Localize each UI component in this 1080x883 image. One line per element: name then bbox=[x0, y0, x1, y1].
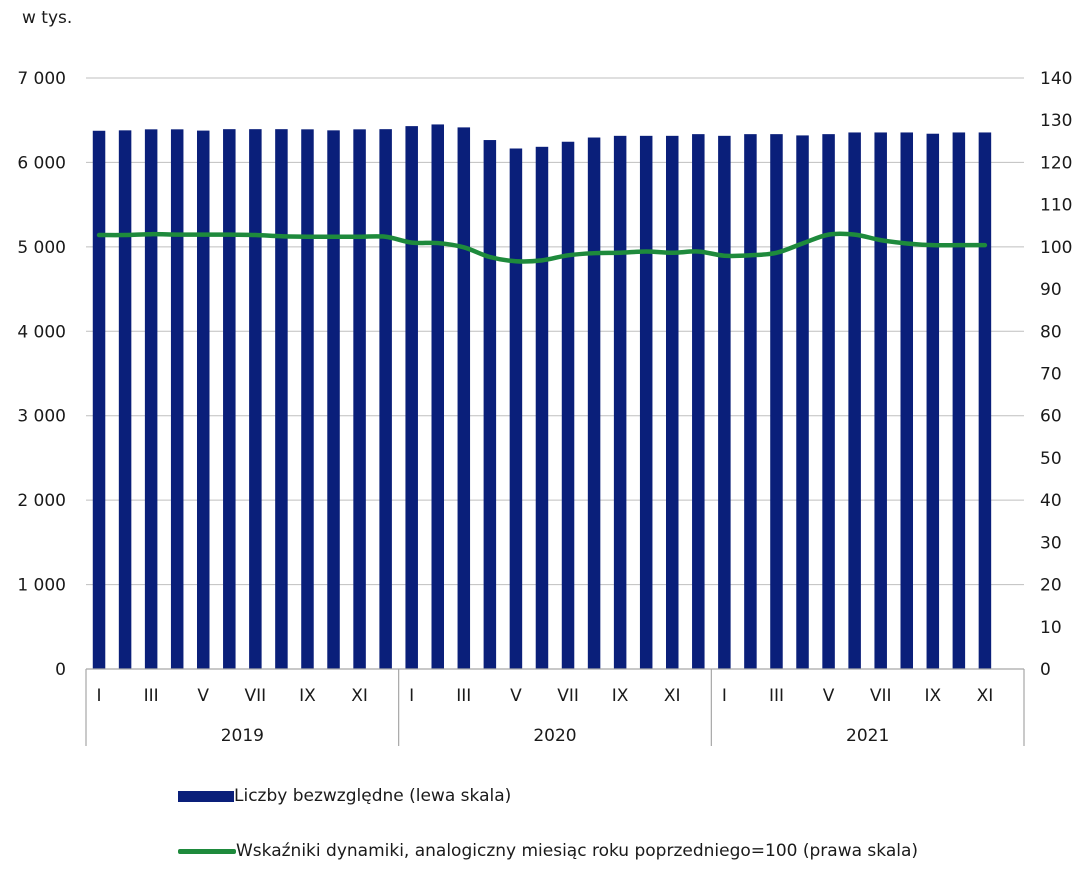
bar bbox=[301, 129, 314, 669]
month-tick-label: III bbox=[769, 686, 784, 706]
bar bbox=[483, 140, 497, 669]
left-axis-unit-label: w tys. bbox=[22, 8, 73, 28]
bar bbox=[770, 134, 783, 669]
month-tick-label: VII bbox=[870, 686, 892, 706]
right-tick-label: 90 bbox=[1040, 280, 1062, 300]
right-tick-label: 80 bbox=[1040, 322, 1062, 342]
month-tick-label: XI bbox=[351, 686, 368, 706]
legend-line-swatch bbox=[178, 849, 236, 854]
bar bbox=[431, 124, 445, 669]
legend-item-line: Wskaźniki dynamiki, analogiczny miesiąc … bbox=[178, 839, 938, 863]
bar bbox=[118, 130, 132, 670]
bar bbox=[405, 126, 418, 670]
bar bbox=[978, 132, 992, 669]
right-tick-label: 10 bbox=[1040, 618, 1062, 638]
left-tick-label: 1 000 bbox=[17, 576, 66, 596]
month-tick-label: I bbox=[409, 686, 414, 706]
bar bbox=[535, 146, 549, 670]
right-tick-label: 50 bbox=[1040, 449, 1062, 469]
left-tick-label: 4 000 bbox=[17, 322, 66, 342]
axes bbox=[85, 668, 1025, 746]
bar bbox=[718, 135, 731, 670]
bar bbox=[561, 141, 575, 669]
bar bbox=[613, 135, 627, 670]
month-tick-label: V bbox=[510, 686, 522, 706]
right-tick-label: 110 bbox=[1040, 196, 1072, 216]
bar bbox=[692, 134, 705, 669]
month-tick-label: VII bbox=[557, 686, 579, 706]
month-tick-label: XI bbox=[977, 686, 994, 706]
bar bbox=[327, 130, 340, 670]
right-tick-label: 100 bbox=[1040, 238, 1072, 258]
legend-item-bars: Liczby bezwzględne (lewa skala) bbox=[178, 784, 511, 808]
month-tick-label: III bbox=[456, 686, 471, 706]
bar bbox=[848, 132, 861, 669]
legend-bar-label: Liczby bezwzględne (lewa skala) bbox=[234, 786, 512, 806]
month-tick-label: IX bbox=[299, 686, 316, 706]
bar bbox=[509, 148, 523, 669]
bar bbox=[822, 134, 835, 669]
bar bbox=[196, 130, 210, 669]
month-tick-label: I bbox=[97, 686, 102, 706]
bar bbox=[744, 134, 757, 669]
right-tick-label: 130 bbox=[1040, 111, 1072, 131]
bar bbox=[639, 135, 653, 670]
month-tick-label: IX bbox=[612, 686, 629, 706]
line-series bbox=[96, 231, 988, 264]
month-tick-label: VII bbox=[245, 686, 267, 706]
bar bbox=[457, 127, 471, 669]
month-tick-label: IX bbox=[924, 686, 941, 706]
right-tick-label: 140 bbox=[1040, 69, 1072, 89]
bar bbox=[874, 132, 887, 669]
left-tick-label: 6 000 bbox=[17, 153, 66, 173]
bar bbox=[926, 133, 940, 670]
right-tick-label: 120 bbox=[1040, 153, 1072, 173]
bar bbox=[796, 135, 809, 669]
left-tick-label: 7 000 bbox=[17, 69, 66, 89]
month-tick-label: XI bbox=[664, 686, 681, 706]
bar bbox=[249, 129, 262, 670]
bar bbox=[353, 129, 366, 669]
bar bbox=[952, 132, 966, 669]
right-tick-label: 0 bbox=[1040, 660, 1051, 680]
right-tick-label: 60 bbox=[1040, 407, 1062, 427]
bar-series bbox=[92, 124, 992, 670]
legend-line-label: Wskaźniki dynamiki, analogiczny miesiąc … bbox=[236, 841, 919, 861]
bar bbox=[92, 130, 106, 670]
bar bbox=[170, 129, 184, 669]
month-tick-label: I bbox=[722, 686, 727, 706]
bar bbox=[379, 129, 392, 670]
left-tick-label: 3 000 bbox=[17, 407, 66, 427]
left-tick-label: 0 bbox=[55, 660, 66, 680]
right-tick-label: 70 bbox=[1040, 365, 1062, 385]
right-tick-label: 20 bbox=[1040, 576, 1062, 596]
bar bbox=[587, 137, 601, 669]
bar bbox=[900, 132, 914, 669]
tick-labels: 0 1 000 2 000 3 000 4 000 5 000 6 000 7 000 0 10 2… bbox=[17, 69, 1072, 746]
month-tick-label: V bbox=[197, 686, 209, 706]
right-tick-label: 40 bbox=[1040, 491, 1062, 511]
bar bbox=[275, 129, 288, 670]
year-label: 2019 bbox=[221, 726, 264, 746]
bar bbox=[223, 129, 236, 670]
bar bbox=[665, 135, 679, 670]
bar bbox=[144, 129, 158, 669]
legend-bar-swatch bbox=[178, 791, 234, 802]
right-tick-label: 30 bbox=[1040, 533, 1062, 553]
month-tick-label: V bbox=[823, 686, 835, 706]
year-label: 2021 bbox=[846, 726, 889, 746]
left-tick-label: 5 000 bbox=[17, 238, 66, 258]
month-tick-label: III bbox=[144, 686, 159, 706]
line-path bbox=[96, 231, 988, 264]
gridlines bbox=[86, 77, 1024, 586]
chart-canvas: 0 1 000 2 000 3 000 4 000 5 000 6 000 7 000 0 10 2… bbox=[17, 69, 1072, 746]
left-tick-label: 2 000 bbox=[17, 491, 66, 511]
year-label: 2020 bbox=[533, 726, 576, 746]
